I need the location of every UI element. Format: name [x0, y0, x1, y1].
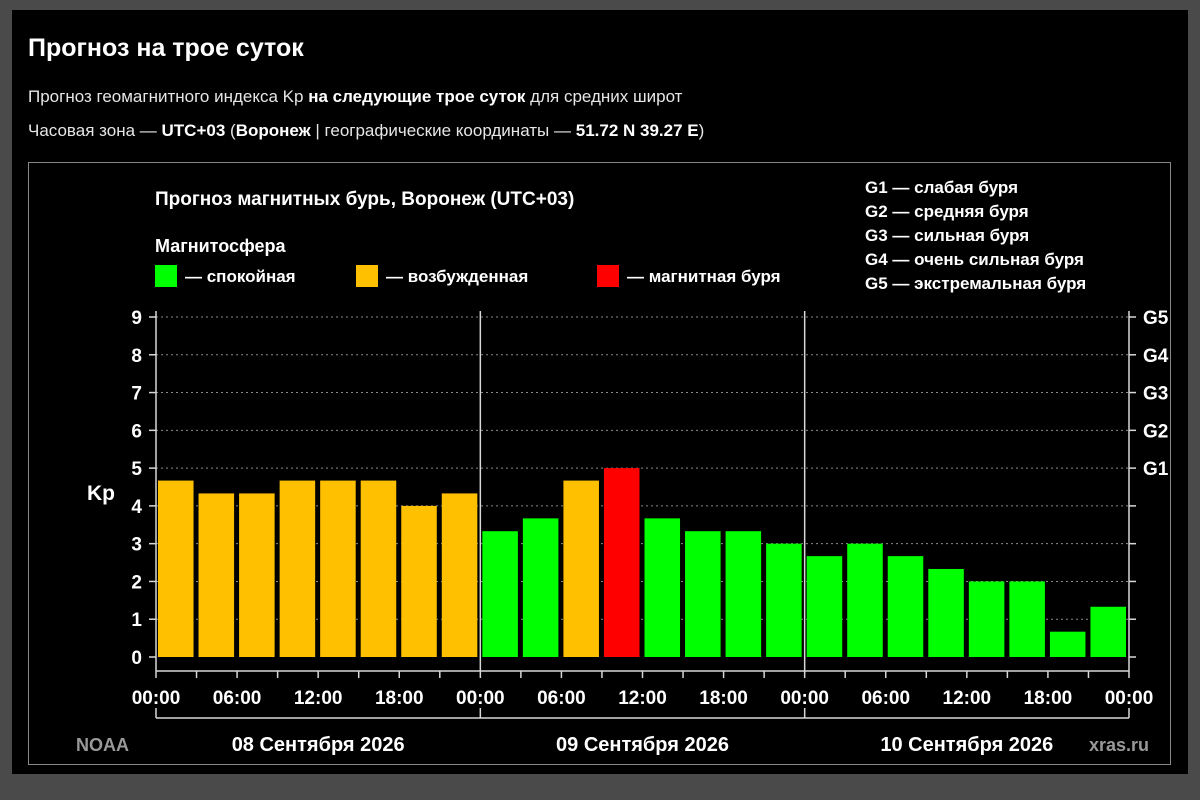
g-scale-label: G3 — [1143, 384, 1168, 405]
kp-bar — [1090, 606, 1126, 657]
y-tick-label: 3 — [131, 535, 142, 556]
kp-bar — [685, 531, 721, 657]
kp-bar — [603, 468, 640, 657]
kp-bar — [320, 480, 356, 657]
y-tick-label: 5 — [131, 459, 142, 480]
y-axis-label: Kp — [87, 482, 115, 505]
x-tick-label: 06:00 — [861, 688, 910, 709]
kp-bar — [766, 543, 802, 657]
kp-bar — [968, 581, 1005, 657]
kp-bar — [482, 531, 518, 657]
y-tick-label: 6 — [131, 421, 142, 442]
x-tick-label: 18:00 — [699, 688, 748, 709]
kp-bar — [158, 480, 194, 657]
y-tick-label: 7 — [131, 384, 142, 405]
tz-pre: Часовая зона — — [28, 121, 162, 140]
kp-bar — [522, 518, 559, 657]
subtitle-pre: Прогноз геомагнитного индекса Kp — [28, 87, 309, 106]
g-scale-label: G1 — [1143, 459, 1169, 480]
g-legend-g5: G5 — экстремальная буря — [865, 274, 1086, 293]
g-scale-label: G4 — [1143, 346, 1169, 367]
y-tick-label: 4 — [131, 497, 142, 518]
day-label: 10 Сентября 2026 — [880, 734, 1053, 756]
legend-swatch-storm — [597, 265, 619, 287]
y-tick-label: 8 — [131, 346, 142, 367]
kp-bar — [644, 518, 681, 657]
legend-swatch-quiet — [155, 265, 177, 287]
kp-bar — [725, 531, 762, 657]
y-tick-label: 9 — [131, 308, 142, 329]
kp-bar — [360, 480, 397, 657]
kp-bar — [1009, 581, 1045, 657]
g-legend-g2: G2 — средняя буря — [865, 202, 1029, 221]
legend-swatch-disturbed — [356, 265, 378, 287]
y-tick-label: 0 — [131, 648, 142, 669]
legend-title: Магнитосфера — [155, 236, 287, 256]
x-tick-label: 12:00 — [294, 688, 343, 709]
x-tick-label: 00:00 — [1105, 688, 1154, 709]
subtitle-bold: на следующие трое суток — [308, 87, 526, 106]
y-tick-label: 2 — [131, 572, 142, 593]
source-xras: xras.ru — [1089, 735, 1149, 755]
kp-bar — [441, 493, 478, 657]
x-tick-label: 00:00 — [132, 688, 181, 709]
y-tick-label: 1 — [131, 610, 142, 631]
x-tick-label: 12:00 — [618, 688, 667, 709]
subtitle: Прогноз геомагнитного индекса Kp на след… — [28, 87, 682, 107]
kp-bar — [1049, 631, 1086, 657]
x-tick-label: 06:00 — [537, 688, 586, 709]
tz-mid2: | географические координаты — — [310, 121, 576, 140]
chart-frame: Прогноз магнитных бурь, Воронеж (UTC+03)… — [28, 162, 1171, 765]
g-scale-label: G2 — [1143, 421, 1168, 442]
forecast-card: Прогноз на трое суток Прогноз геомагнитн… — [12, 10, 1188, 774]
tz-city: Воронеж — [235, 121, 311, 140]
legend-label-storm: — магнитная буря — [627, 267, 781, 286]
g-legend-g4: G4 — очень сильная буря — [865, 250, 1084, 269]
x-tick-label: 18:00 — [375, 688, 424, 709]
tz-post: ) — [698, 121, 705, 140]
x-tick-label: 00:00 — [780, 688, 829, 709]
tz-mid1: ( — [225, 121, 236, 140]
kp-bar — [198, 493, 235, 657]
subtitle-post: для средних широт — [525, 87, 683, 106]
page-title: Прогноз на трое суток — [28, 34, 304, 62]
day-label: 08 Сентября 2026 — [232, 734, 405, 756]
legend-label-quiet: — спокойная — [185, 267, 296, 286]
day-label: 09 Сентября 2026 — [556, 734, 729, 756]
x-tick-label: 06:00 — [213, 688, 262, 709]
source-noaa: NOAA — [76, 735, 129, 755]
timezone-line: Часовая зона — UTC+03 (Воронеж | географ… — [28, 121, 704, 141]
kp-chart: Прогноз магнитных бурь, Воронеж (UTC+03)… — [76, 178, 1169, 756]
kp-bar — [928, 568, 964, 657]
kp-bar — [401, 505, 437, 657]
tz-value: UTC+03 — [161, 121, 226, 140]
g-legend-g1: G1 — слабая буря — [865, 178, 1018, 197]
kp-bar — [847, 543, 883, 657]
kp-bar — [279, 480, 316, 657]
chart-title: Прогноз магнитных бурь, Воронеж (UTC+03) — [155, 189, 574, 210]
kp-bar — [887, 556, 924, 657]
x-tick-label: 18:00 — [1024, 688, 1073, 709]
kp-bar — [563, 480, 599, 657]
plot-area: 0 1 2 3 4 5 6 7 8 9 G1 G2 G3 G4 G5 00:00 06:00 12:00 18:00… — [131, 308, 1168, 756]
kp-bar — [806, 556, 843, 657]
x-tick-label: 12:00 — [943, 688, 992, 709]
kp-bar — [239, 493, 275, 657]
tz-coords: 51.72 N 39.27 E — [575, 121, 699, 140]
x-tick-label: 00:00 — [456, 688, 505, 709]
g-legend-g3: G3 — сильная буря — [865, 226, 1029, 245]
g-scale-label: G5 — [1143, 308, 1169, 329]
legend-label-disturbed: — возбужденная — [386, 267, 528, 286]
